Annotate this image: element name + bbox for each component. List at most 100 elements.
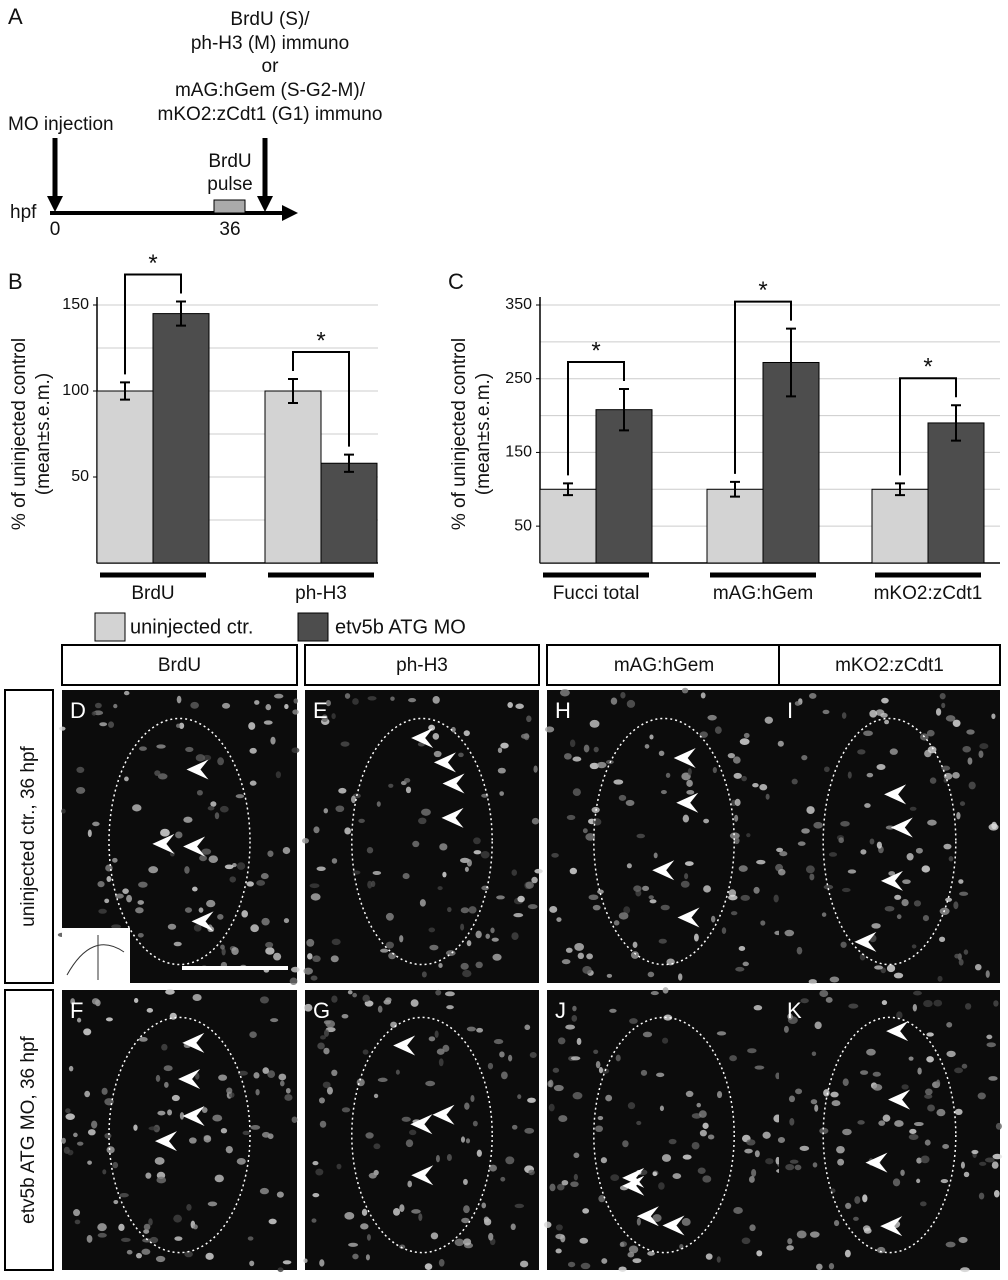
- nucleus: [491, 937, 499, 942]
- nucleus: [543, 1221, 552, 1228]
- nucleus: [143, 1229, 150, 1234]
- nucleus: [659, 1105, 664, 1112]
- nucleus: [237, 1070, 248, 1076]
- nucleus: [662, 987, 669, 994]
- arrowhead: [662, 1215, 685, 1236]
- nucleus: [155, 1255, 166, 1263]
- nucleus: [313, 826, 320, 834]
- nucleus: [330, 955, 339, 963]
- nucleus: [256, 880, 266, 886]
- nucleus: [842, 1078, 849, 1087]
- nucleus: [601, 1068, 610, 1074]
- nucleus: [367, 880, 373, 889]
- nucleus: [496, 895, 505, 900]
- significance-label: *: [148, 250, 157, 277]
- nucleus: [927, 746, 937, 754]
- nucleus: [869, 709, 878, 718]
- arrowhead: [178, 1069, 201, 1090]
- nucleus: [656, 1072, 665, 1078]
- arrowhead: [182, 1106, 205, 1127]
- nucleus: [854, 1196, 861, 1204]
- bar: [152, 313, 210, 564]
- nucleus: [753, 886, 760, 894]
- arrowhead: [886, 1021, 909, 1042]
- event-label: BrdU (S)/: [230, 9, 310, 30]
- nucleus: [418, 1213, 423, 1222]
- error-bar: [344, 453, 354, 473]
- nucleus: [91, 711, 97, 716]
- nucleus: [207, 1201, 218, 1207]
- nucleus: [733, 837, 740, 845]
- nucleus: [577, 952, 585, 960]
- arrowhead: [410, 1114, 433, 1135]
- nucleus: [948, 856, 954, 862]
- nucleus: [685, 1090, 694, 1098]
- nucleus: [913, 990, 922, 996]
- y-tick-label: 150: [62, 296, 89, 313]
- y-axis-label: % of uninjected control: [9, 338, 30, 530]
- nucleus: [385, 912, 394, 921]
- panel-letter: F: [70, 998, 83, 1023]
- nucleus: [207, 806, 215, 811]
- nucleus: [939, 692, 946, 700]
- significance-label: *: [591, 337, 600, 364]
- nucleus: [500, 742, 509, 749]
- nucleus: [59, 726, 66, 731]
- nucleus: [727, 753, 736, 759]
- arrowhead: [47, 196, 63, 212]
- nucleus: [362, 1049, 369, 1055]
- nucleus: [841, 712, 847, 719]
- micrograph: F: [61, 989, 298, 1273]
- nucleus: [966, 729, 975, 735]
- y-tick-label: 50: [514, 517, 532, 534]
- nucleus: [596, 761, 607, 769]
- nucleus: [728, 894, 738, 901]
- nucleus: [729, 832, 740, 840]
- nucleus: [148, 1218, 153, 1226]
- nucleus: [225, 1145, 233, 1154]
- nucleus: [618, 912, 629, 920]
- nucleus: [101, 1087, 108, 1095]
- nucleus: [598, 1195, 606, 1203]
- nucleus: [91, 998, 100, 1005]
- nucleus: [556, 917, 562, 922]
- arrowhead: [183, 836, 206, 857]
- nucleus: [508, 1054, 513, 1062]
- nucleus: [601, 1258, 608, 1264]
- nucleus: [475, 930, 482, 939]
- nucleus: [433, 750, 442, 758]
- nucleus: [869, 838, 875, 845]
- nucleus: [517, 895, 525, 903]
- nucleus: [290, 966, 300, 973]
- nucleus: [684, 873, 689, 880]
- nucleus: [569, 867, 578, 875]
- nucleus: [838, 837, 844, 844]
- nucleus: [265, 947, 275, 955]
- nucleus: [862, 1194, 868, 1203]
- arrowhead: [677, 907, 700, 928]
- nucleus: [819, 1127, 829, 1135]
- nucleus: [613, 779, 624, 785]
- nucleus: [224, 864, 234, 870]
- nucleus: [376, 801, 381, 807]
- nucleus: [801, 828, 810, 834]
- nucleus: [848, 1003, 859, 1009]
- event-label: or: [262, 56, 280, 77]
- nucleus: [284, 704, 289, 710]
- nucleus: [241, 910, 249, 918]
- nucleus: [302, 837, 309, 844]
- nucleus: [908, 1056, 914, 1061]
- nucleus: [515, 703, 524, 709]
- nucleus: [828, 1263, 835, 1270]
- nucleus: [351, 795, 356, 804]
- nucleus: [618, 794, 627, 801]
- nucleus: [866, 772, 874, 778]
- nucleus: [463, 1178, 468, 1186]
- nucleus: [253, 1072, 260, 1079]
- nucleus: [183, 816, 193, 823]
- nucleus: [636, 1217, 641, 1226]
- nucleus: [662, 1037, 669, 1044]
- nucleus: [936, 1108, 946, 1117]
- nucleus: [665, 772, 671, 778]
- nucleus: [916, 1157, 922, 1164]
